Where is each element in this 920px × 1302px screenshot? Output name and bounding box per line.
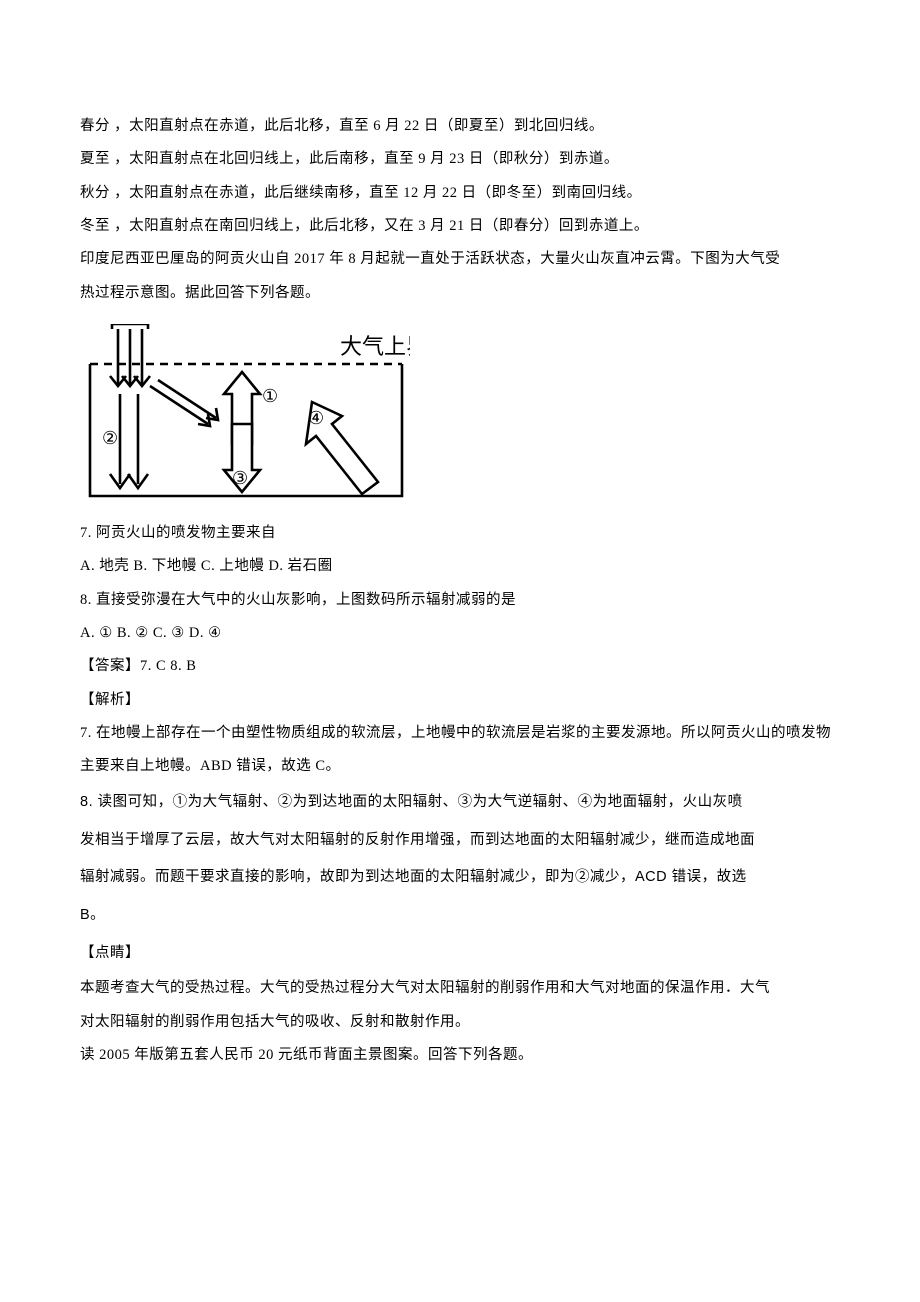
text-line: 热过程示意图。据此回答下列各题。 xyxy=(80,277,840,310)
text-line: 夏至 ，太阳直射点在北回归线上，此后南移，直至 9 月 23 日（即秋分）到赤道… xyxy=(80,143,840,176)
tip-body: 本题考查大气的受热过程。大气的受热过程分大气对太阳辐射的削弱作用和大气对地面的保… xyxy=(80,972,840,1005)
tip-body: 对太阳辐射的削弱作用包括大气的吸收、反射和散射作用。 xyxy=(80,1006,840,1039)
analysis-8-line: 8. 读图可知，①为大气辐射、②为到达地面的太阳辐射、③为大气逆辐射、④为地面辐… xyxy=(80,784,840,822)
question-8-options: A. ① B. ② C. ③ D. ④ xyxy=(80,617,840,650)
question-8-stem: 8. 直接受弥漫在大气中的火山灰影响，上图数码所示辐射减弱的是 xyxy=(80,584,840,617)
text-line: 冬至 ，太阳直射点在南回归线上，此后北移，又在 3 月 21 日（即春分）回到赤… xyxy=(80,210,840,243)
label-atmosphere-top: 大气上界 xyxy=(340,334,410,359)
text-line: 印度尼西亚巴厘岛的阿贡火山自 2017 年 8 月起就一直处于活跃状态，大量火山… xyxy=(80,243,840,276)
answers: 【答案】7. C 8. B xyxy=(80,650,840,683)
label-2: ② xyxy=(102,428,118,448)
label-4: ④ xyxy=(308,408,324,428)
analysis-7: 7. 在地幔上部存在一个由塑性物质组成的软流层，上地幔中的软流层是岩浆的主要发源… xyxy=(80,717,840,784)
analysis-8-line: B。 xyxy=(80,897,840,935)
next-question-intro: 读 2005 年版第五套人民币 20 元纸币背面主景图案。回答下列各题。 xyxy=(80,1039,840,1072)
question-7-stem: 7. 阿贡火山的喷发物主要来自 xyxy=(80,517,840,550)
question-7-options: A. 地壳 B. 下地幔 C. 上地幔 D. 岩石圈 xyxy=(80,550,840,583)
atmosphere-diagram: 大气上界 ① ② ③ ④ xyxy=(80,324,840,509)
label-3: ③ xyxy=(232,468,248,488)
analysis-8-line: 发相当于增厚了云层，故大气对太阳辐射的反射作用增强，而到达地面的太阳辐射减少，继… xyxy=(80,822,840,860)
analysis-header: 【解析】 xyxy=(80,684,840,717)
text-line: 秋分 ，太阳直射点在赤道，此后继续南移，直至 12 月 22 日（即冬至）到南回… xyxy=(80,177,840,210)
label-1: ① xyxy=(262,386,278,406)
analysis-8-line: 辐射减弱。而题干要求直接的影响，故即为到达地面的太阳辐射减少，即为②减少，ACD… xyxy=(80,859,840,897)
tip-header: 【点睛】 xyxy=(80,935,840,973)
text-line: 春分 ，太阳直射点在赤道，此后北移，直至 6 月 22 日（即夏至）到北回归线。 xyxy=(80,110,840,143)
